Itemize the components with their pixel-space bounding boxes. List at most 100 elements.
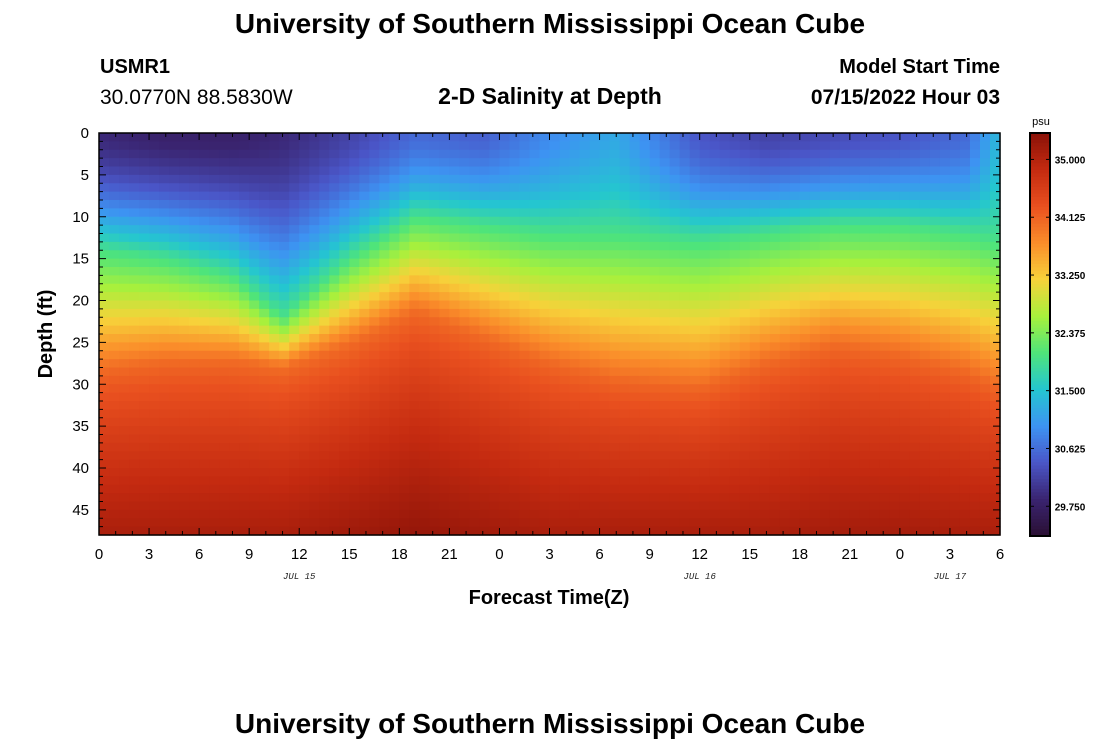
heatmap-cell xyxy=(539,250,551,260)
heatmap-cell xyxy=(319,216,330,226)
heatmap-cell xyxy=(669,459,681,469)
heatmap-cell xyxy=(739,518,751,528)
heatmap-cell xyxy=(559,518,571,528)
heatmap-cell xyxy=(169,308,180,318)
heatmap-cell xyxy=(629,166,641,176)
heatmap-cell xyxy=(699,233,711,243)
heatmap-cell xyxy=(889,174,901,184)
heatmap-cell xyxy=(209,509,220,519)
heatmap-cell xyxy=(469,501,481,511)
heatmap-cell xyxy=(139,367,150,377)
heatmap-cell xyxy=(329,166,340,176)
heatmap-cell xyxy=(969,375,981,385)
heatmap-cell xyxy=(669,476,681,486)
heatmap-cell xyxy=(679,300,691,310)
colorbar-segment xyxy=(1030,159,1050,164)
heatmap-cell xyxy=(179,241,190,251)
heatmap-cell xyxy=(619,133,631,142)
heatmap-cell xyxy=(689,267,701,276)
heatmap-cell xyxy=(109,384,120,394)
heatmap-cell xyxy=(329,350,340,360)
heatmap-cell xyxy=(759,367,771,377)
heatmap-cell xyxy=(959,174,971,184)
heatmap-cell xyxy=(979,233,991,243)
heatmap-cell xyxy=(959,417,971,427)
heatmap-cell xyxy=(289,367,300,377)
heatmap-cell xyxy=(949,367,961,377)
heatmap-cell xyxy=(489,216,501,226)
heatmap-cell xyxy=(779,493,791,503)
heatmap-cell xyxy=(659,350,671,360)
heatmap-cell xyxy=(479,484,491,494)
heatmap-cell xyxy=(729,166,741,176)
heatmap-cell xyxy=(129,317,140,327)
heatmap-cell xyxy=(289,359,300,369)
heatmap-cell xyxy=(799,241,811,251)
heatmap-cell xyxy=(869,451,881,461)
heatmap-cell xyxy=(129,166,140,176)
heatmap-cell xyxy=(159,283,170,293)
heatmap-cell xyxy=(239,166,250,176)
heatmap-cell xyxy=(549,493,561,503)
heatmap-cell xyxy=(129,216,140,226)
heatmap-cell xyxy=(559,493,571,503)
heatmap-cell xyxy=(949,141,961,151)
heatmap-cell xyxy=(989,233,1001,243)
heatmap-cell xyxy=(479,350,491,360)
heatmap-cell xyxy=(959,509,971,519)
heatmap-cell xyxy=(219,459,230,469)
heatmap-cell xyxy=(969,476,981,486)
heatmap-cell xyxy=(919,317,931,327)
heatmap-cell xyxy=(659,526,671,536)
heatmap-cell xyxy=(489,158,501,168)
heatmap-cell xyxy=(279,191,290,201)
heatmap-cell xyxy=(569,191,581,201)
colorbar-segment xyxy=(1030,478,1050,483)
heatmap-cell xyxy=(359,258,370,268)
heatmap-cell xyxy=(329,225,340,235)
heatmap-cell xyxy=(99,334,110,343)
heatmap-cell xyxy=(519,292,531,302)
heatmap-cell xyxy=(619,518,631,528)
heatmap-cell xyxy=(589,292,601,302)
heatmap-cell xyxy=(499,426,511,436)
heatmap-cell xyxy=(669,451,681,461)
heatmap-cell xyxy=(809,426,821,436)
heatmap-cell xyxy=(849,191,861,201)
heatmap-cell xyxy=(719,442,731,452)
heatmap-cell xyxy=(789,392,801,402)
colorbar-segment xyxy=(1030,515,1050,520)
heatmap-cell xyxy=(489,325,501,335)
heatmap-cell xyxy=(339,375,350,385)
heatmap-cell xyxy=(309,275,320,285)
heatmap-cell xyxy=(709,166,721,176)
heatmap-cell xyxy=(379,451,390,461)
heatmap-cell xyxy=(359,468,370,477)
heatmap-cell xyxy=(909,133,921,142)
heatmap-cell xyxy=(879,392,891,402)
heatmap-cell xyxy=(229,359,240,369)
heatmap-cell xyxy=(549,133,561,142)
colorbar-segment xyxy=(1030,304,1050,309)
heatmap-cell xyxy=(219,359,230,369)
heatmap-cell xyxy=(479,409,491,419)
heatmap-cell xyxy=(889,233,901,243)
heatmap-cell xyxy=(329,375,340,385)
heatmap-cell xyxy=(589,241,601,251)
heatmap-cell xyxy=(549,409,561,419)
heatmap-cell xyxy=(509,233,521,243)
heatmap-cell xyxy=(629,133,641,142)
heatmap-cell xyxy=(499,375,511,385)
heatmap-cell xyxy=(359,275,370,285)
heatmap-cell xyxy=(309,493,320,503)
heatmap-cell xyxy=(779,149,791,159)
heatmap-cell xyxy=(399,258,410,268)
heatmap-cell xyxy=(659,468,671,477)
heatmap-cell xyxy=(909,501,921,511)
colorbar-segment xyxy=(1030,368,1050,372)
heatmap-cell xyxy=(839,233,851,243)
heatmap-cell xyxy=(779,401,791,410)
heatmap-cell xyxy=(849,342,861,352)
heatmap-cell xyxy=(249,308,260,318)
heatmap-cell xyxy=(589,451,601,461)
